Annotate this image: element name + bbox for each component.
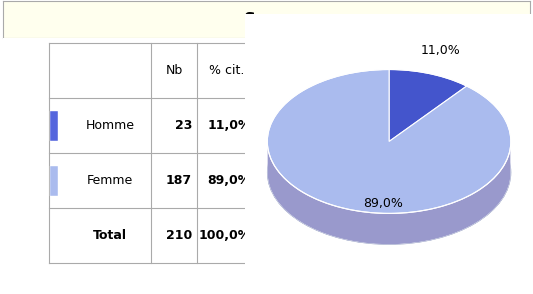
Text: 187: 187 [166,174,192,187]
Text: 11,0%: 11,0% [421,44,461,56]
Ellipse shape [268,101,511,244]
Text: % cit.: % cit. [209,64,244,77]
Bar [50,111,58,141]
Text: 89,0%: 89,0% [207,174,251,187]
Polygon shape [268,69,511,213]
Text: Femme: Femme [87,174,133,187]
Text: 89,0%: 89,0% [364,197,403,210]
Text: 23: 23 [175,119,192,132]
Polygon shape [268,144,511,244]
Text: Total: Total [93,229,127,242]
Text: Sexe: Sexe [244,11,289,29]
Text: 100,0%: 100,0% [199,229,251,242]
Polygon shape [389,69,467,141]
Bar [50,166,58,196]
Text: 210: 210 [166,229,192,242]
Text: 11,0%: 11,0% [207,119,251,132]
Text: Homme: Homme [86,119,135,132]
Text: Nb: Nb [165,64,183,77]
